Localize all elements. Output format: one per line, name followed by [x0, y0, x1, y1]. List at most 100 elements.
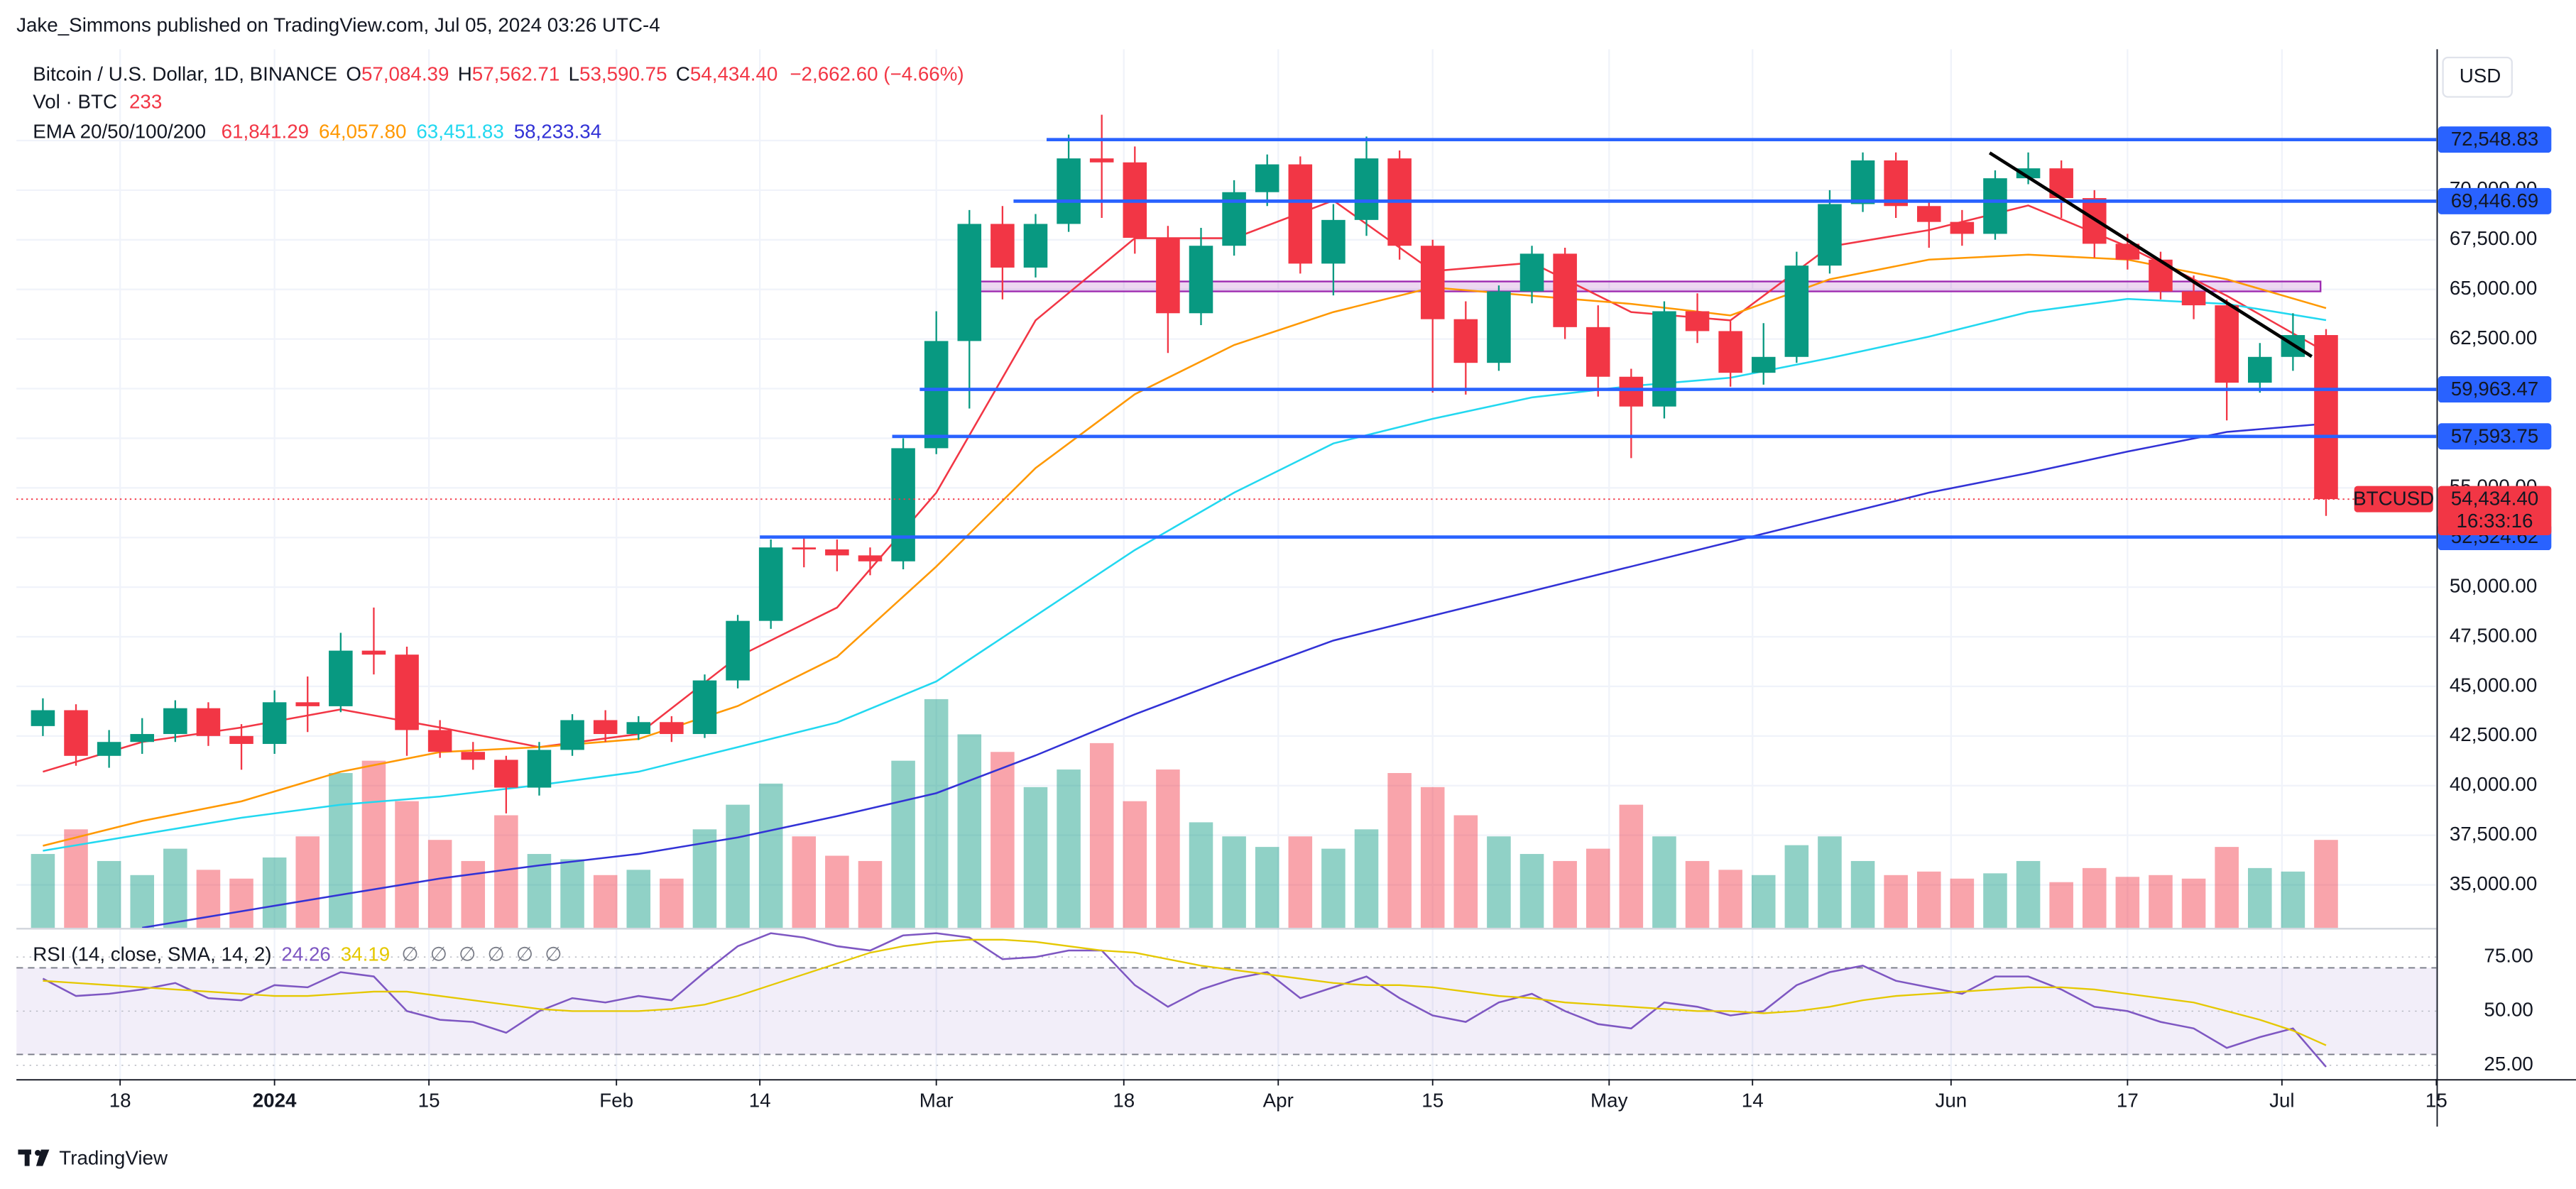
ema-value: 58,233.34	[514, 121, 601, 143]
candle-body	[1818, 204, 1842, 266]
rsi-flag: ∅	[430, 943, 447, 965]
volume-title: Vol · BTC	[33, 91, 117, 113]
candle-body	[494, 760, 518, 788]
level-label-box	[2438, 376, 2552, 403]
currency-box[interactable]	[2442, 56, 2513, 98]
volume-bar	[858, 860, 883, 928]
y-tick-label: 50.00	[2484, 999, 2533, 1021]
candle-body	[2181, 291, 2206, 306]
volume-bar	[2248, 867, 2272, 928]
volume-bar	[295, 836, 320, 928]
volume-bar	[1850, 860, 1875, 928]
volume-bar	[130, 875, 155, 928]
candle-body	[2314, 335, 2338, 500]
y-tick-label: 45,000.00	[2450, 674, 2537, 696]
volume-bar	[1387, 773, 1412, 928]
candle-body	[229, 735, 253, 745]
candle-body	[1288, 164, 1313, 264]
ohlc-value: 57,562.71	[472, 63, 560, 85]
symbol-legend: Bitcoin / U.S. Dollar, 1D, BINANCE O57,0…	[33, 63, 964, 85]
rsi-value: 24.26	[281, 943, 330, 965]
candle-body	[262, 702, 287, 745]
candle-body	[2215, 305, 2239, 383]
rsi-legend: RSI (14, close, SMA, 14, 2) 24.26 34.19 ∅ ∅ ∅…	[33, 943, 562, 965]
candle-body	[792, 547, 817, 550]
volume-bar	[229, 878, 253, 928]
candle-body	[1916, 206, 1941, 222]
x-tick-label: Jun	[1935, 1090, 1967, 1112]
volume-bar	[31, 854, 55, 928]
candle-body	[758, 547, 783, 621]
candle-body	[660, 722, 684, 735]
volume-bar	[2115, 877, 2140, 928]
candle-body	[825, 549, 849, 556]
x-tick-label: May	[1590, 1090, 1628, 1112]
rsi-title: RSI (14, close, SMA, 14, 2)	[33, 943, 271, 965]
volume-bar	[1950, 878, 1975, 928]
level-label: 72,548.83	[2451, 128, 2538, 150]
volume-bar	[1354, 829, 1379, 928]
volume-bar	[626, 870, 651, 928]
level-label: 69,446.69	[2451, 190, 2538, 212]
ema-line	[43, 297, 2327, 852]
volume-bar	[891, 760, 915, 928]
candle-body	[1255, 164, 1279, 192]
ema-line	[142, 422, 2327, 928]
volume-bar	[97, 860, 121, 928]
volume-bar	[560, 859, 584, 928]
volume-value: 233	[129, 91, 162, 113]
change: −2,662.60 (−4.66%)	[790, 63, 964, 85]
volume-bar	[924, 698, 949, 928]
volume-bar	[1619, 804, 1644, 928]
volume-bar	[361, 760, 386, 928]
volume-bar	[1586, 848, 1610, 928]
volume-bar	[990, 752, 1015, 928]
candle-body	[130, 734, 155, 743]
candle-body	[858, 555, 883, 561]
level-label-box	[2438, 187, 2552, 214]
volume-bar	[957, 734, 982, 928]
candle-body	[1057, 158, 1081, 224]
candle-body	[1487, 291, 1511, 363]
ohlc-value: 53,590.75	[579, 63, 667, 85]
volume-bar	[1288, 836, 1313, 928]
rsi-pane	[16, 932, 2437, 1068]
volume-bar	[1255, 847, 1279, 928]
countdown: 16:33:16	[2456, 510, 2533, 532]
volume-bar	[1123, 801, 1147, 928]
volume-bar	[163, 848, 187, 928]
volume-bar	[461, 860, 486, 928]
ema-value: 61,841.29	[222, 121, 309, 143]
level-label: 59,963.47	[2451, 378, 2538, 400]
y-tick-label: 67,500.00	[2450, 227, 2537, 249]
rsi-flag: ∅	[545, 943, 562, 965]
y-tick-label: 25.00	[2484, 1053, 2533, 1075]
volume-bar	[427, 840, 452, 928]
candle-body	[461, 752, 486, 760]
x-tick-label: 14	[749, 1090, 771, 1112]
ema-line	[43, 199, 2327, 773]
candle-body	[891, 448, 915, 561]
candle-body	[1420, 246, 1445, 319]
currency[interactable]: USD	[2460, 65, 2501, 87]
x-tick-label: Feb	[599, 1090, 633, 1112]
candle-body	[395, 654, 419, 730]
y-tick-label: 75.00	[2484, 945, 2533, 967]
x-tick-label: Mar	[919, 1090, 954, 1112]
candle-body	[924, 341, 949, 449]
rsi-value: 34.19	[341, 943, 390, 965]
volume-pane	[31, 698, 2338, 928]
candle-body	[990, 224, 1015, 268]
candle-body	[2248, 356, 2272, 383]
y-tick-label: 37,500.00	[2450, 823, 2537, 845]
volume-bar	[758, 783, 783, 928]
y-tick-label: 35,000.00	[2450, 872, 2537, 894]
volume-bar	[1519, 854, 1544, 928]
support-zone	[979, 280, 2322, 292]
brand-logo	[18, 1149, 50, 1166]
volume-bar	[1453, 815, 1478, 928]
volume-bar	[1189, 822, 1213, 928]
y-tick-label: 40,000.00	[2450, 773, 2537, 795]
candle-body	[1718, 331, 1742, 373]
ema-value: 64,057.80	[319, 121, 406, 143]
